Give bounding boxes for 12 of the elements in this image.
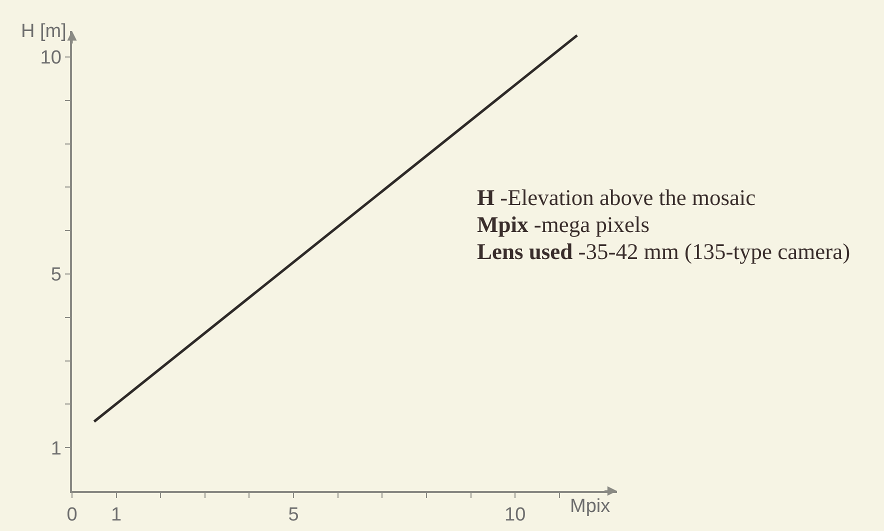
y-tick-label: 1	[50, 438, 62, 460]
y-axis-title: H [m]	[21, 21, 66, 42]
x-tick-label: 1	[111, 504, 122, 526]
annotation: Mpix -mega pixels	[477, 212, 650, 237]
y-tick-label: 10	[40, 48, 62, 69]
x-axis-title: Mpix	[570, 496, 611, 517]
x-tick-label: 0	[66, 504, 78, 526]
y-tick-label: 5	[50, 264, 62, 286]
x-tick-label: 10	[504, 504, 526, 526]
annotation: H -Elevation above the mosaic	[477, 185, 756, 210]
annotation: Lens used -35-42 mm (135-type camera)	[477, 239, 850, 264]
x-tick-label: 5	[288, 504, 299, 526]
